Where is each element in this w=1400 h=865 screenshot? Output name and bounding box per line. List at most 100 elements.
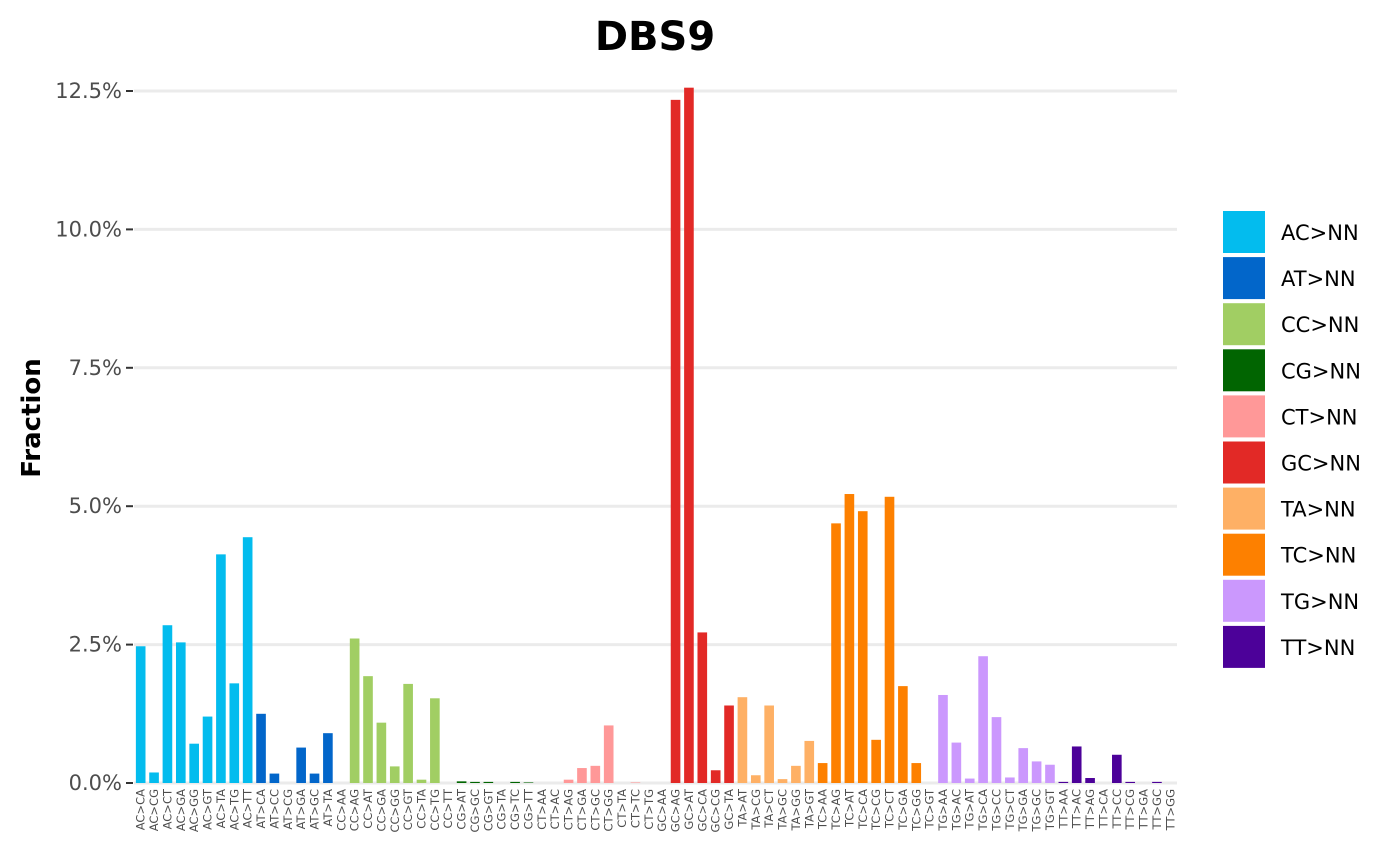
x-tick-label: TG>AC	[949, 789, 963, 831]
bar-tt-aa	[1058, 781, 1069, 783]
legend-label: CC>NN	[1281, 313, 1359, 337]
y-tick-label: 10.0%	[55, 217, 122, 241]
x-tick-label: AC>GT	[201, 788, 215, 830]
x-tick-label: TC>AT	[842, 788, 856, 828]
bar-gc-ca	[697, 632, 708, 783]
bar-ac-cg	[149, 772, 159, 783]
x-tick-label: CC>GT	[401, 788, 415, 830]
y-tick-label: 2.5%	[69, 633, 122, 657]
x-tick-label: TT>AA	[1056, 789, 1070, 830]
bars	[135, 87, 1162, 783]
legend-label: TA>NN	[1280, 498, 1356, 522]
x-tick-label: TC>GG	[909, 789, 923, 832]
x-tick-label: CG>GT	[481, 788, 495, 831]
x-tick-label: GC>AG	[669, 789, 683, 832]
bar-cg-tt	[523, 782, 534, 783]
bar-ta-gc	[777, 779, 788, 783]
x-tick-label: CC>AT	[361, 788, 375, 829]
bar-tc-gg	[911, 763, 922, 783]
x-tick-label: TA>CT	[762, 788, 776, 829]
x-tick-label: GC>CA	[695, 789, 709, 832]
x-tick-label: TA>GG	[789, 789, 803, 831]
bar-ta-cg	[750, 775, 761, 783]
bar-gc-ag	[670, 99, 681, 783]
x-tick-label: AC>CT	[160, 788, 174, 829]
legend-swatch	[1223, 349, 1265, 392]
bar-tc-ga	[898, 686, 908, 783]
legend-swatch	[1223, 533, 1265, 576]
x-tick-label: CT>AA	[535, 789, 549, 830]
x-tick-label: TG>AT	[963, 788, 977, 830]
bar-at-ta	[323, 733, 333, 783]
bar-cc-at	[363, 676, 373, 783]
x-tick-label: CT>GC	[588, 789, 602, 831]
bar-ta-gt	[804, 740, 815, 783]
bar-tc-ca	[857, 511, 868, 783]
bar-gc-ta	[724, 705, 734, 783]
y-tick-label: 7.5%	[69, 356, 122, 380]
x-tick-label: AC>TT	[241, 788, 255, 828]
bar-tc-ag	[831, 523, 841, 783]
x-tick-label: GC>AT	[682, 788, 696, 830]
x-tick-label: CT>TC	[628, 789, 642, 828]
x-tick-label: CG>AT	[455, 788, 469, 830]
x-tick-label: AC>TG	[227, 789, 241, 830]
bar-tg-at	[964, 778, 975, 783]
bar-ct-tc	[630, 782, 641, 783]
x-tick-label: TG>GA	[1016, 789, 1030, 832]
bar-cg-tc	[510, 781, 520, 783]
bar-tt-cc	[1112, 754, 1122, 783]
bar-tt-gc	[1152, 781, 1162, 783]
x-tick-label: TA>GT	[802, 788, 816, 829]
x-tick-label: TA>CG	[749, 789, 763, 831]
x-tick-label: CG>TC	[508, 789, 522, 830]
bar-tg-ct	[1005, 777, 1015, 783]
bar-ac-tt	[242, 537, 253, 783]
x-tick-label: CC>GG	[388, 789, 402, 833]
bar-cc-ga	[376, 722, 387, 783]
x-tick-label: TT>AG	[1083, 789, 1097, 830]
legend-swatch	[1223, 395, 1265, 438]
legend-label: AT>NN	[1281, 267, 1356, 291]
legend-swatch	[1223, 257, 1265, 300]
x-tick-label: TT>CC	[1110, 789, 1124, 830]
x-tick-label: CT>GA	[575, 789, 589, 831]
bar-at-ca	[256, 713, 266, 783]
x-tick-label: AT>CA	[254, 789, 268, 829]
x-tick-label: CC>AG	[348, 789, 362, 831]
legend-label: CG>NN	[1281, 359, 1361, 383]
bar-cc-gt	[403, 683, 413, 783]
legend-swatch	[1223, 625, 1265, 668]
y-tick-label: 0.0%	[69, 771, 122, 795]
bar-ta-at	[737, 697, 748, 783]
bar-cg-gc	[470, 781, 480, 783]
legend-label: AC>NN	[1281, 221, 1359, 245]
bar-at-ga	[296, 747, 306, 783]
y-tick-label: 12.5%	[55, 79, 122, 103]
x-tick-label: AT>GC	[308, 789, 322, 830]
bar-ct-ga	[577, 768, 587, 783]
x-tick-label: CT>GG	[602, 789, 616, 832]
x-tick-label: TG>GC	[1030, 789, 1044, 833]
x-tick-label: TC>GT	[923, 788, 937, 830]
legend-label: TC>NN	[1280, 544, 1356, 568]
bar-gc-at	[684, 87, 694, 783]
x-tick-label: CC>GA	[374, 789, 388, 832]
bar-cc-ag	[349, 638, 360, 783]
bar-tt-cg	[1125, 781, 1136, 783]
x-tick-label: GC>TA	[722, 789, 736, 830]
x-tick-label: TC>CT	[883, 788, 897, 829]
x-tick-label: CG>TT	[521, 788, 535, 829]
x-tick-label: AC>TA	[214, 789, 228, 828]
bar-tt-ac	[1071, 746, 1082, 783]
x-tick-label: TT>CG	[1123, 789, 1137, 830]
bar-ct-gc	[590, 765, 601, 783]
x-tick-label: TT>GA	[1137, 789, 1151, 830]
bar-tc-at	[844, 494, 855, 783]
x-tick-label: TT>AC	[1070, 789, 1084, 829]
x-tick-label: TC>AG	[829, 789, 843, 831]
legend-label: TT>NN	[1280, 636, 1355, 660]
y-tick-label: 5.0%	[69, 494, 122, 518]
x-tick-label: CC>TA	[414, 789, 428, 829]
